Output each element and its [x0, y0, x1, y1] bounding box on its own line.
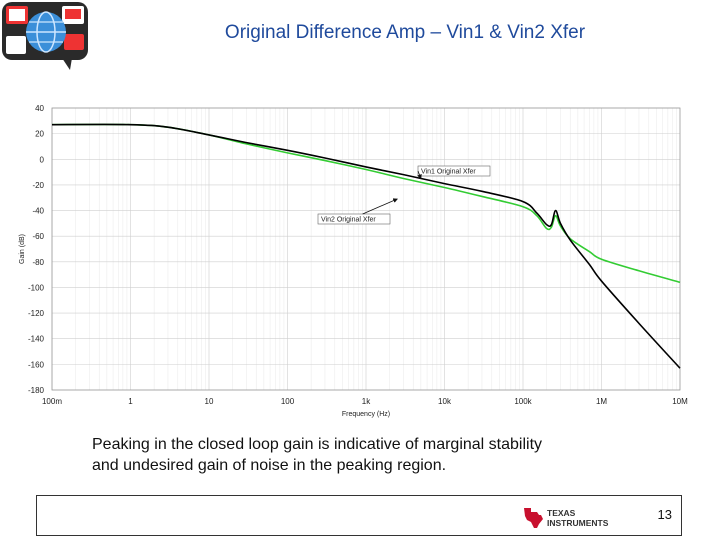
annotation-label: Vin1 Original Xfer: [421, 169, 476, 176]
x-axis-label: Frequency (Hz): [342, 411, 390, 418]
annotation-box: [317, 213, 391, 225]
y-tick-label: -160: [28, 360, 45, 369]
slide-title: Original Difference Amp – Vin1 & Vin2 Xf…: [224, 22, 586, 43]
x-tick-label: 100: [281, 397, 295, 406]
y-tick-label: -120: [28, 309, 45, 318]
x-tick-label: 1M: [596, 397, 607, 406]
network-globe-logo: [2, 2, 88, 70]
page-number: 13: [657, 507, 672, 522]
x-tick-label: 10k: [438, 397, 452, 406]
y-tick-label: 40: [35, 104, 44, 113]
y-axis-label: Gain (dB): [19, 234, 26, 264]
x-tick-label: 100m: [42, 397, 62, 406]
gain-vs-frequency-chart: 100m 1 10 100 1k 10k 100k 1M 10M 40 20 0 -20 -40 -60 -8…: [19, 104, 688, 418]
annotation-arrow: [362, 198, 398, 215]
x-tick-label: 1: [128, 397, 133, 406]
y-tick-label: -180: [28, 386, 45, 395]
annotation-arrow: [417, 170, 422, 180]
caption-line-1: Peaking in the closed loop gain is indic…: [92, 436, 543, 453]
texas-instruments-logo: TEXAS INSTRUMENTS: [524, 508, 609, 528]
y-tick-label: 0: [40, 155, 45, 164]
series-lines: [51, 123, 681, 369]
x-tick-label: 100k: [514, 397, 532, 406]
annotations: Vin1 Original Xfer Vin2 Original Xfer: [317, 165, 491, 225]
y-tick-label: 20: [35, 130, 44, 139]
x-tick-label: 10: [205, 397, 214, 406]
annotation-label: Vin2 Original Xfer: [321, 217, 376, 224]
y-tick-label: -40: [32, 207, 44, 216]
y-tick-label: -100: [28, 283, 45, 292]
series-line-vin1-original-xfer: [51, 123, 681, 369]
x-tick-label: 1k: [362, 397, 371, 406]
y-tick-label: -80: [32, 258, 44, 267]
footer-bar: [36, 495, 682, 536]
y-tick-label: -20: [32, 181, 44, 190]
axis-ticks: 100m 1 10 100 1k 10k 100k 1M 10M 40 20 0 -20 -40 -60 -8…: [28, 104, 688, 406]
ti-logo-text-2: INSTRUMENTS: [547, 518, 609, 528]
plot-frame: [51, 107, 681, 391]
slide-caption: Peaking in the closed loop gain is indic…: [92, 434, 652, 476]
y-tick-label: -60: [32, 232, 44, 241]
x-tick-label: 10M: [672, 397, 688, 406]
y-tick-label: -140: [28, 335, 45, 344]
caption-line-2: and undesired gain of noise in the peaki…: [92, 457, 447, 474]
texas-state-icon: [524, 508, 543, 528]
ti-logo-text-1: TEXAS: [547, 508, 576, 518]
